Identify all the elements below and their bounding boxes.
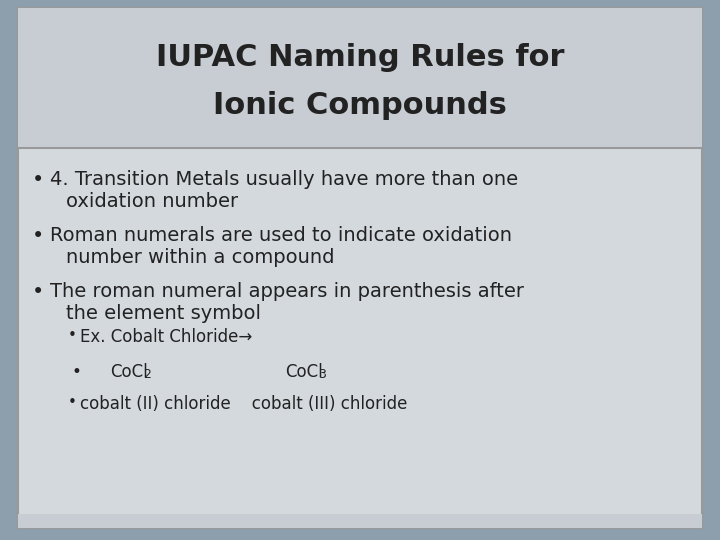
Text: cobalt (II) chloride    cobalt (III) chloride: cobalt (II) chloride cobalt (III) chlori…: [80, 395, 408, 413]
Text: •: •: [32, 282, 44, 302]
Text: Ionic Compounds: Ionic Compounds: [213, 91, 507, 120]
Text: 4. Transition Metals usually have more than one: 4. Transition Metals usually have more t…: [50, 170, 518, 189]
Text: •: •: [32, 170, 44, 190]
Text: CoCl: CoCl: [110, 363, 148, 381]
Text: •: •: [32, 226, 44, 246]
Text: 3: 3: [318, 368, 326, 381]
Text: •: •: [68, 328, 77, 343]
Text: 2: 2: [143, 368, 151, 381]
Text: CoCl: CoCl: [285, 363, 323, 381]
Text: oxidation number: oxidation number: [66, 192, 238, 211]
Text: number within a compound: number within a compound: [66, 248, 335, 267]
Text: The roman numeral appears in parenthesis after: The roman numeral appears in parenthesis…: [50, 282, 524, 301]
Text: the element symbol: the element symbol: [66, 305, 261, 323]
Text: •: •: [72, 363, 82, 381]
Text: IUPAC Naming Rules for: IUPAC Naming Rules for: [156, 43, 564, 71]
Bar: [18, 8, 702, 148]
Bar: [18, 514, 702, 528]
Text: •: •: [68, 395, 77, 410]
Text: Ex. Cobalt Chloride→: Ex. Cobalt Chloride→: [80, 328, 252, 346]
Text: Roman numerals are used to indicate oxidation: Roman numerals are used to indicate oxid…: [50, 226, 512, 245]
